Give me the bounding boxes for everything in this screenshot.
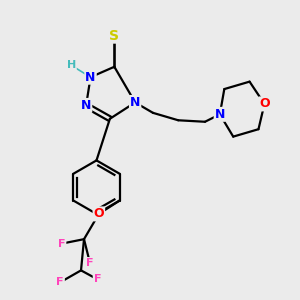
Text: N: N [81,99,91,112]
Text: F: F [86,258,94,268]
Text: N: N [215,108,225,121]
Text: N: N [130,96,140,109]
Text: O: O [259,98,270,110]
Text: N: N [85,71,96,84]
Text: F: F [56,277,64,287]
Text: S: S [109,28,119,43]
Text: F: F [58,238,65,249]
Text: H: H [67,60,76,70]
Text: O: O [94,207,104,220]
Text: F: F [94,274,101,284]
